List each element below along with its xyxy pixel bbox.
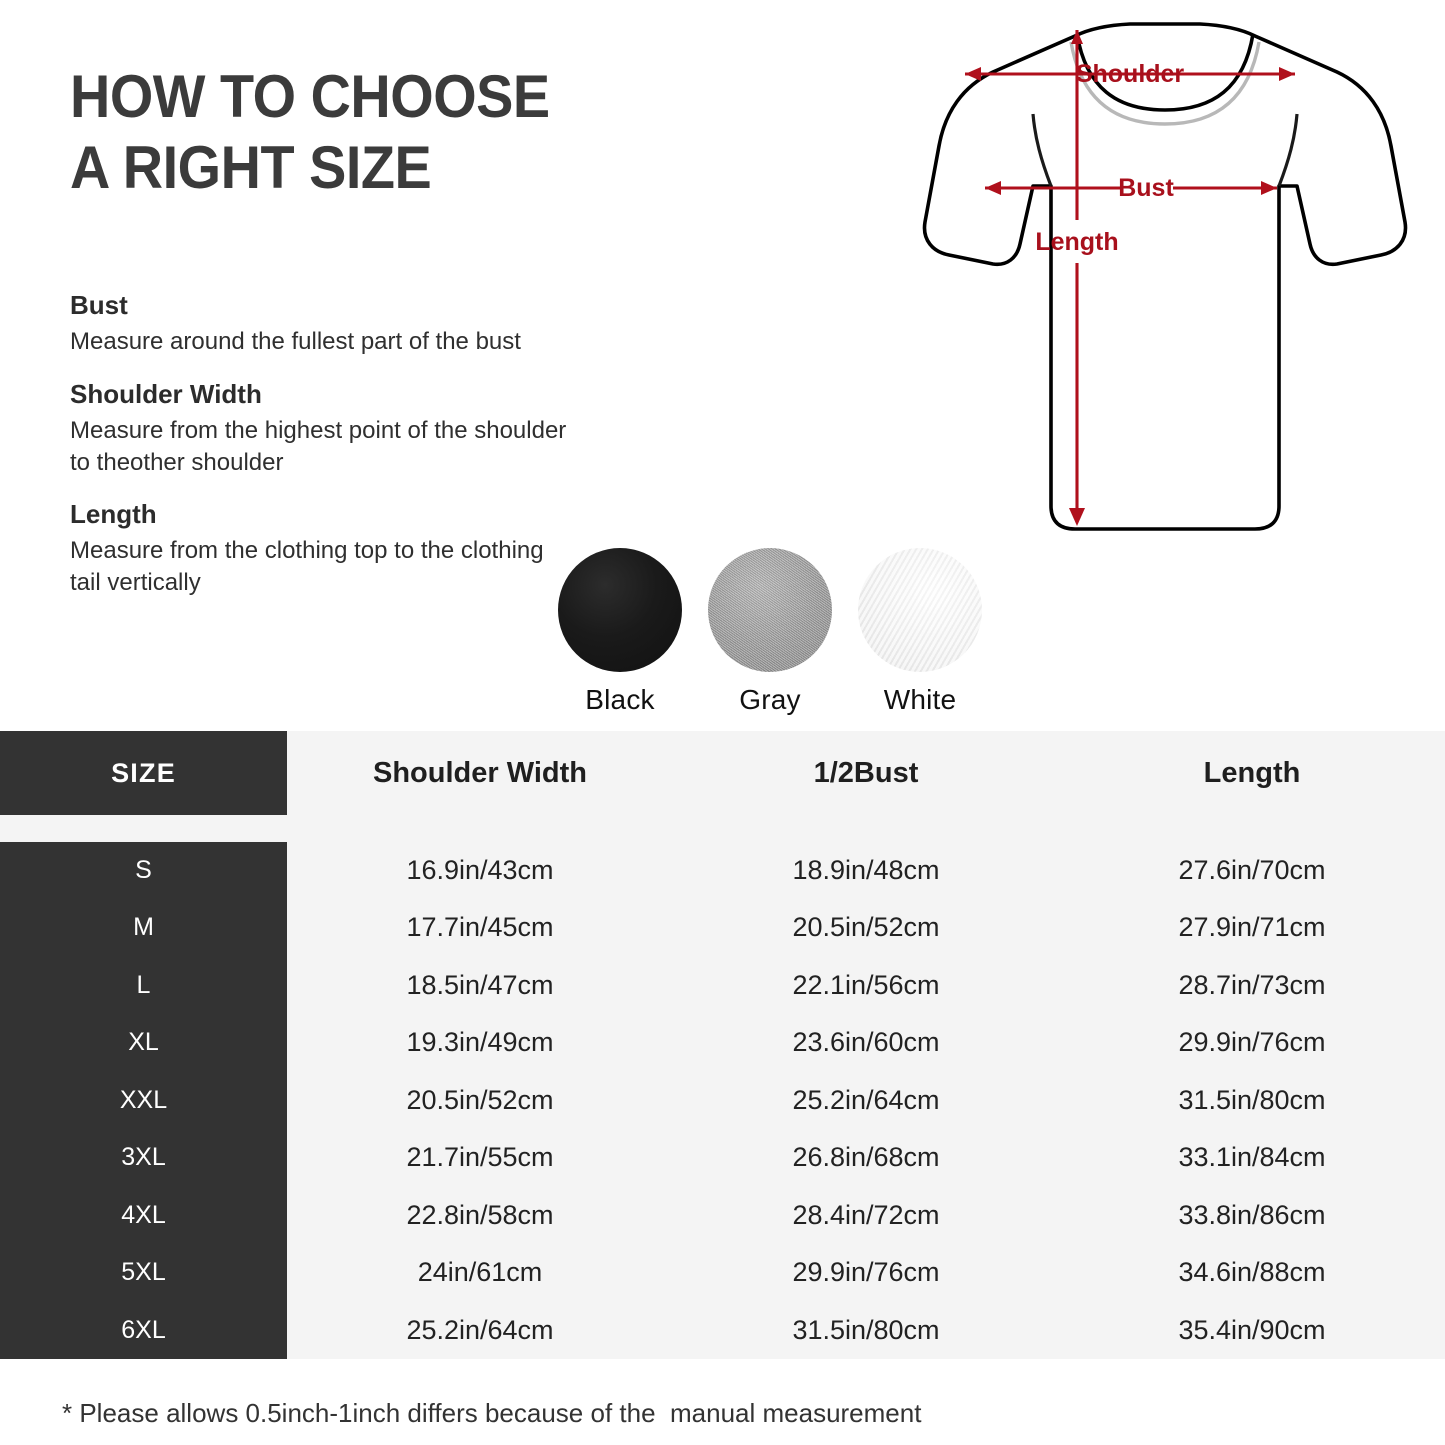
measurement-block-length: Length Measure from the clothing top to … (70, 497, 690, 598)
table-row: 4XL (0, 1186, 287, 1244)
measurement-desc-shoulder-width: Measure from the highest point of the sh… (70, 416, 567, 476)
table-cell-bust: 25.2in/64cm (792, 1084, 940, 1115)
table-cell-length: 31.5in/80cm (1178, 1084, 1326, 1115)
table-row: 3XL (0, 1129, 287, 1187)
table-cell-shoulder: 20.5in/52cm (406, 1084, 554, 1115)
table-cell-bust: 23.6in/60cm (792, 1027, 940, 1058)
table-cell-shoulder: 16.9in/43cm (406, 854, 554, 885)
table-cell-bust: 28.4in/72cm (792, 1199, 940, 1230)
measurement-desc-bust: Measure around the fullest part of the b… (70, 328, 521, 356)
table-cell-shoulder: 18.5in/47cm (406, 969, 554, 1000)
color-swatch-group: Black Gray White (556, 548, 984, 716)
measurement-disclaimer: * Please allows 0.5inch-1inch differs be… (62, 1398, 922, 1428)
table-row: XL (0, 1014, 287, 1072)
table-cell-shoulder: 22.8in/58cm (406, 1199, 554, 1230)
table-row: L (0, 956, 287, 1014)
fabric-swatch-circle-gray (708, 548, 832, 672)
table-cell-shoulder: 25.2in/64cm (406, 1314, 554, 1345)
length-dimension-label: Length (1035, 228, 1118, 256)
table-cell-shoulder: 19.3in/49cm (406, 1027, 554, 1058)
table-header-length: Length (1203, 756, 1301, 789)
page-title: HOW TO CHOOSE A RIGHT SIZE (70, 62, 665, 204)
length-dimension-arrow (1069, 30, 1085, 526)
table-cell-length: 28.7in/73cm (1178, 969, 1326, 1000)
fabric-swatch-circle-white (858, 548, 982, 672)
tshirt-outline-shape (922, 22, 1408, 531)
table-cell-length: 33.8in/86cm (1178, 1199, 1326, 1230)
shoulder-dimension-arrow (965, 67, 1295, 81)
fabric-swatch-circle-black (558, 548, 682, 672)
table-cell-bust: 22.1in/56cm (792, 969, 940, 1000)
measurement-block-bust: Bust Measure around the fullest part of … (70, 288, 690, 358)
table-cell-length: 27.6in/70cm (1178, 854, 1326, 885)
measurement-block-shoulder-width: Shoulder Width Measure from the highest … (70, 377, 690, 478)
color-swatch-gray[interactable]: Gray (706, 548, 834, 716)
bust-dimension-label: Bust (1118, 174, 1174, 202)
table-header-size: SIZE (0, 731, 287, 815)
measurement-term-shoulder-width: Shoulder Width (70, 378, 262, 409)
table-cell-shoulder: 17.7in/45cm (406, 912, 554, 943)
table-cell-length: 29.9in/76cm (1178, 1027, 1326, 1058)
table-cell-length: 27.9in/71cm (1178, 912, 1326, 943)
measurement-term-length: Length (70, 499, 157, 530)
table-cell-length: 35.4in/90cm (1178, 1314, 1326, 1345)
table-header-half-bust: 1/2Bust (813, 756, 919, 789)
page-title-line-1: HOW TO CHOOSE (70, 63, 550, 130)
table-row: XXL (0, 1071, 287, 1129)
measurement-term-bust: Bust (70, 290, 128, 320)
table-cell-bust: 18.9in/48cm (792, 854, 940, 885)
shoulder-dimension-label: Shoulder (1076, 60, 1185, 88)
color-swatch-black[interactable]: Black (556, 548, 684, 716)
table-row: 6XL (0, 1301, 287, 1359)
measurement-instructions: Bust Measure around the fullest part of … (70, 288, 690, 618)
color-label-white: White (883, 684, 957, 715)
table-cell-bust: 20.5in/52cm (792, 912, 940, 943)
page-title-line-2: A RIGHT SIZE (70, 133, 432, 201)
table-row: S (0, 841, 287, 899)
table-row: 5XL (0, 1244, 287, 1302)
color-label-black: Black (585, 684, 655, 715)
size-table: SIZE Shoulder Width 1/2Bust Length S 16.… (0, 731, 1445, 1359)
tshirt-left-sleeve-seam (1031, 113, 1053, 187)
tshirt-right-sleeve-seam (1277, 113, 1299, 187)
table-cell-bust: 26.8in/68cm (792, 1142, 940, 1173)
color-label-gray: Gray (739, 684, 801, 715)
table-cell-shoulder: 21.7in/55cm (406, 1142, 554, 1173)
table-cell-shoulder: 24in/61cm (417, 1257, 543, 1288)
table-header-shoulder-width: Shoulder Width (373, 756, 587, 789)
measurement-desc-length: Measure from the clothing top to the clo… (70, 537, 544, 596)
color-swatch-white[interactable]: White (856, 548, 984, 716)
table-cell-bust: 29.9in/76cm (792, 1257, 940, 1288)
table-cell-bust: 31.5in/80cm (792, 1314, 940, 1345)
table-row: M (0, 899, 287, 957)
bust-dimension-arrow (985, 181, 1277, 195)
table-cell-length: 33.1in/84cm (1178, 1142, 1326, 1173)
tshirt-measurement-diagram: Shoulder Bust Length (905, 8, 1425, 558)
tshirt-collar-shadow (1069, 41, 1261, 126)
table-cell-length: 34.6in/88cm (1178, 1257, 1326, 1288)
